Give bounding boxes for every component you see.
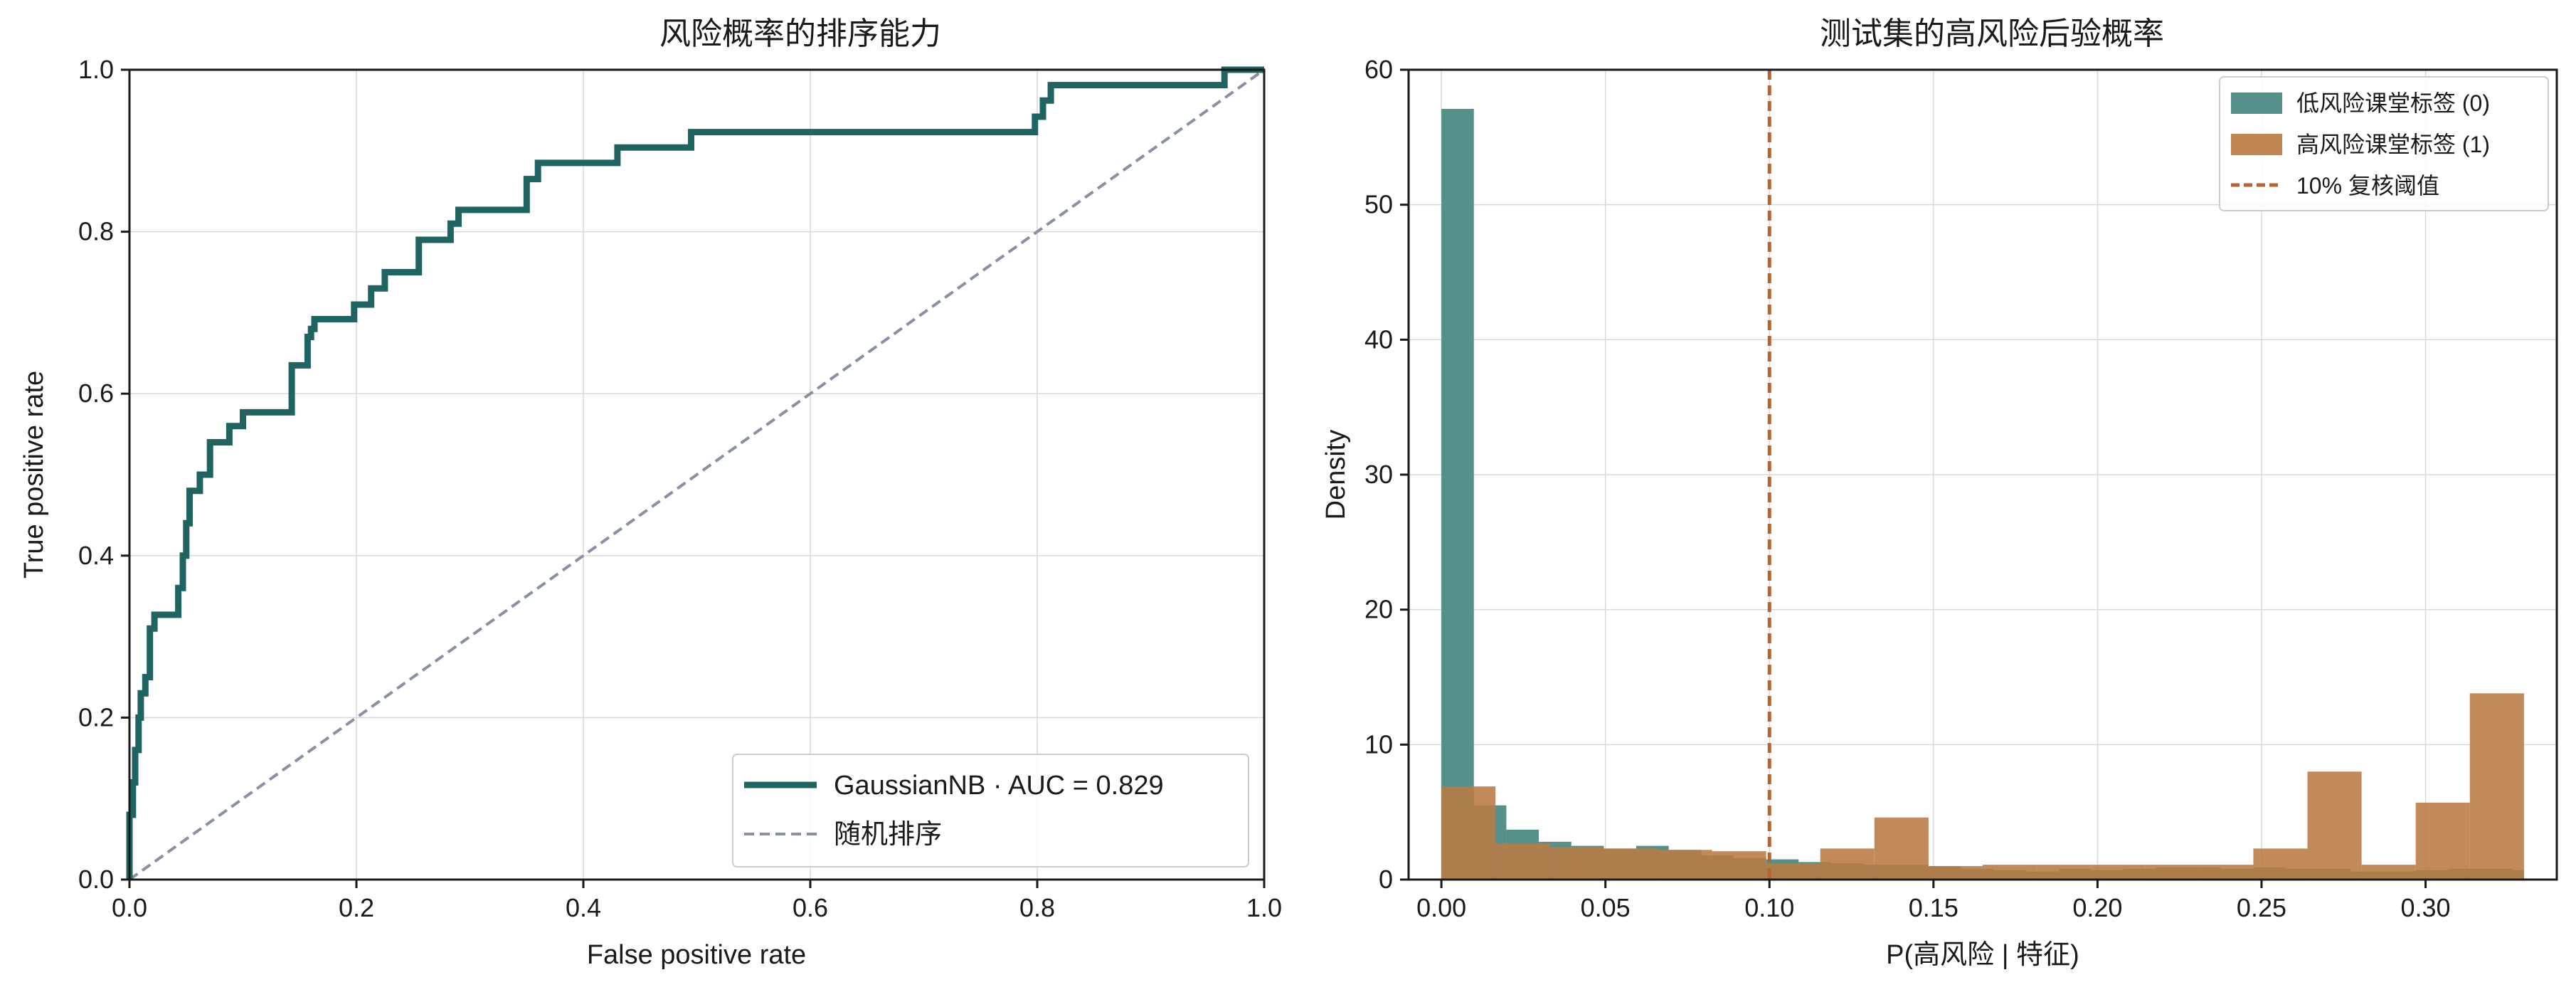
histogram-x-axis-label: P(高风险 | 特征) [1886,940,2079,970]
histogram-legend-label-low: 低风险课堂标签 (0) [2296,90,2490,116]
roc-legend-label-random: 随机排序 [834,820,942,850]
histogram-legend-swatch-high [2231,134,2282,155]
high-risk-bar [1820,848,1875,880]
histogram-legend-label-threshold: 10% 复核阈值 [2296,173,2439,199]
high-risk-bar [1766,863,1820,880]
roc-lines [126,66,1266,881]
roc-y-tick-label: 1.0 [78,55,114,84]
high-risk-bar [1441,786,1496,880]
histogram-y-tick-label: 30 [1364,460,1393,489]
high-risk-bar [2469,693,2524,880]
low-risk-bar [1441,109,1474,880]
high-risk-bar [2361,865,2416,880]
histogram-y-tick-label: 0 [1379,865,1393,894]
histogram-legend: 低风险课堂标签 (0) 高风险课堂标签 (1) 10% 复核阈值 [2219,76,2549,211]
histogram-y-axis-label: Density [1321,430,1351,520]
random-diagonal-line [128,68,1266,881]
histogram-y-tick-label: 60 [1364,55,1393,84]
histogram-x-tick-label: 0.25 [2237,893,2286,922]
histogram-x-tick-label: 0.30 [2401,893,2451,922]
histogram-legend-label-high: 高风险课堂标签 (1) [2296,132,2490,157]
high-risk-bar [1495,843,1550,880]
high-risk-bar [1604,848,1658,880]
high-risk-bar [2415,802,2470,880]
histogram-legend-swatch-low [2231,93,2282,114]
high-risk-bar [1712,851,1766,880]
roc-y-tick-label: 0.0 [78,865,114,894]
roc-x-tick-label: 1.0 [1246,893,1282,922]
histogram-y-tick-label: 40 [1364,325,1393,354]
roc-x-tick-label: 0.8 [1019,893,1055,922]
histogram-bars [1441,109,2524,880]
high-risk-bar [2307,771,2362,880]
roc-y-tick-label: 0.6 [78,379,114,408]
roc-grid [129,69,1265,880]
high-risk-bar [1983,865,2037,880]
roc-y-tick-label: 0.8 [78,217,114,246]
high-risk-bar [2091,865,2146,880]
roc-ticks: 0.0 0.2 0.4 0.6 0.8 1.0 0.0 0.2 0.4 0.6 0.8 1.0 [78,55,1282,922]
high-risk-bar [1658,850,1712,880]
histogram-legend-box [2219,76,2549,211]
histogram-y-tick-label: 10 [1364,729,1393,759]
high-risk-bar [1549,847,1604,880]
high-risk-bar [1928,866,1983,880]
roc-legend: GaussianNB · AUC = 0.829 随机排序 [732,754,1249,867]
roc-x-tick-label: 0.0 [112,893,147,922]
roc-y-tick-label: 0.2 [78,702,114,732]
histogram-chart: 测试集的高风险后验概率 0.00 0.05 0.10 0.15 0.20 0.25 0.30… [1321,16,2558,970]
roc-x-axis-label: False positive rate [587,940,806,970]
histogram-x-tick-label: 0.05 [1581,893,1631,922]
roc-plot-frame [128,68,1266,881]
roc-y-axis-label: True positive rate [19,371,49,579]
roc-chart: 风险概率的排序能力 0.0 0.2 0.4 0.6 0.8 1.0 0.0 0.2 0.4 0.6… [19,16,1282,970]
roc-x-tick-label: 0.2 [339,893,374,922]
histogram-title: 测试集的高风险后验概率 [1820,16,2164,51]
histogram-x-tick-label: 0.00 [1416,893,1466,922]
roc-y-tick-label: 0.4 [78,541,114,570]
roc-curve-line [126,66,1264,880]
roc-x-tick-label: 0.4 [566,893,601,922]
roc-legend-box [732,754,1249,867]
roc-x-tick-label: 0.6 [793,893,828,922]
histogram-y-tick-label: 50 [1364,190,1393,219]
high-risk-bar [2199,865,2254,880]
roc-title: 风险概率的排序能力 [659,16,941,51]
histogram-x-tick-label: 0.20 [2072,893,2122,922]
histogram-y-tick-label: 20 [1364,595,1393,624]
histogram-ticks: 0.00 0.05 0.10 0.15 0.20 0.25 0.30 0 10 20 30 40 50 6… [1364,55,2451,922]
high-risk-bar [1874,817,1929,880]
high-risk-bar [2253,848,2308,880]
histogram-x-tick-label: 0.10 [1744,893,1794,922]
high-risk-bar [2037,865,2092,880]
histogram-x-tick-label: 0.15 [1909,893,1958,922]
high-risk-bar [2145,865,2200,880]
roc-legend-label-model: GaussianNB · AUC = 0.829 [834,771,1164,801]
